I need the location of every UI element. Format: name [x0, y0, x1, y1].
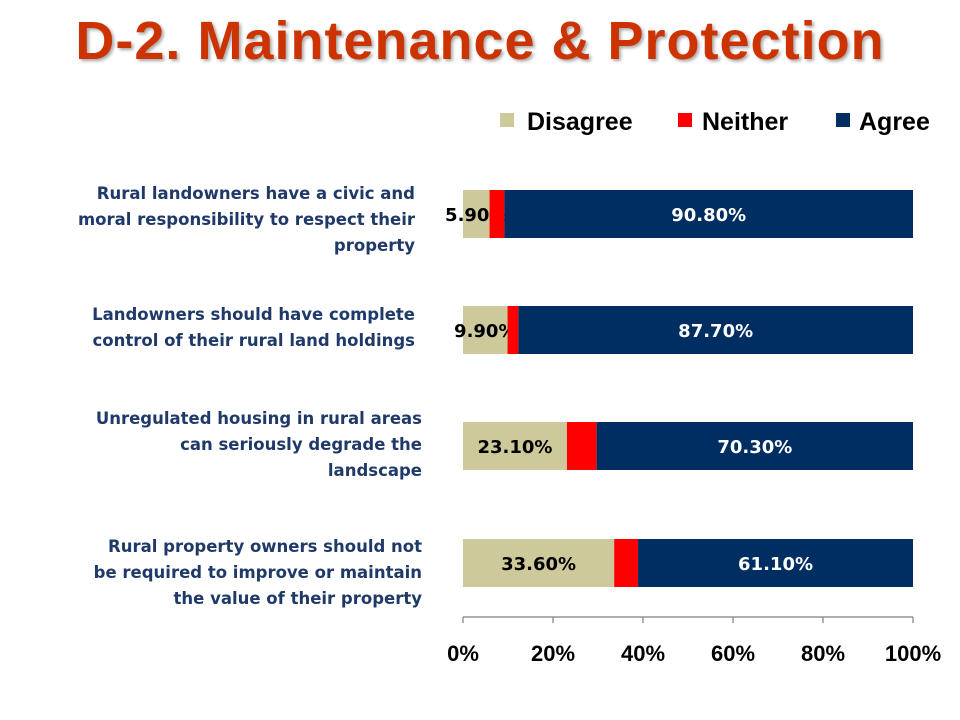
bar-neither-1 — [489, 190, 505, 238]
data-label-disagree-2: 9.90% — [454, 321, 516, 342]
x-tick-label-3: 40% — [621, 641, 665, 666]
data-label-agree-1: 90.80% — [671, 205, 746, 226]
bar-agree-2 — [518, 306, 913, 354]
category-label-4: Rural property owners should not be requ… — [93, 537, 422, 608]
data-label-disagree-4: 33.60% — [501, 554, 576, 575]
legend-swatch-disagree — [500, 113, 514, 127]
legend-label-neither: Neither — [702, 108, 788, 136]
x-tick-label-1: 0% — [447, 641, 479, 666]
x-tick-label-2: 20% — [531, 641, 575, 666]
bar-agree-1 — [504, 190, 913, 238]
data-label-disagree-3: 23.10% — [477, 437, 552, 458]
legend-swatch-agree — [836, 113, 850, 127]
category-label-1: Rural landowners have a civic and moral … — [77, 184, 415, 255]
x-tick-label-5: 80% — [801, 641, 845, 666]
data-label-agree-4: 61.10% — [738, 554, 813, 575]
bar-disagree-2 — [463, 306, 508, 354]
bar-agree-4 — [638, 539, 913, 587]
bar-disagree-1 — [463, 190, 490, 238]
legend-label-disagree: Disagree — [527, 108, 633, 136]
bar-neither-3 — [566, 422, 597, 470]
legend-swatch-neither — [678, 113, 692, 127]
page-title: D-2. Maintenance & Protection — [75, 11, 885, 71]
bar-neither-2 — [507, 306, 519, 354]
bar-disagree-4 — [463, 539, 615, 587]
bar-neither-4 — [614, 539, 639, 587]
category-label-2: Landowners should have complete control … — [92, 305, 415, 350]
data-label-agree-3: 70.30% — [717, 437, 792, 458]
bar-disagree-3 — [463, 422, 567, 470]
x-tick-label-4: 60% — [711, 641, 755, 666]
category-label-3: Unregulated housing in rural areas can s… — [95, 409, 422, 480]
data-label-agree-2: 87.70% — [678, 321, 753, 342]
x-tick-label-6: 100% — [885, 641, 941, 666]
bar-agree-3 — [596, 422, 913, 470]
legend-label-agree: Agree — [859, 108, 930, 136]
